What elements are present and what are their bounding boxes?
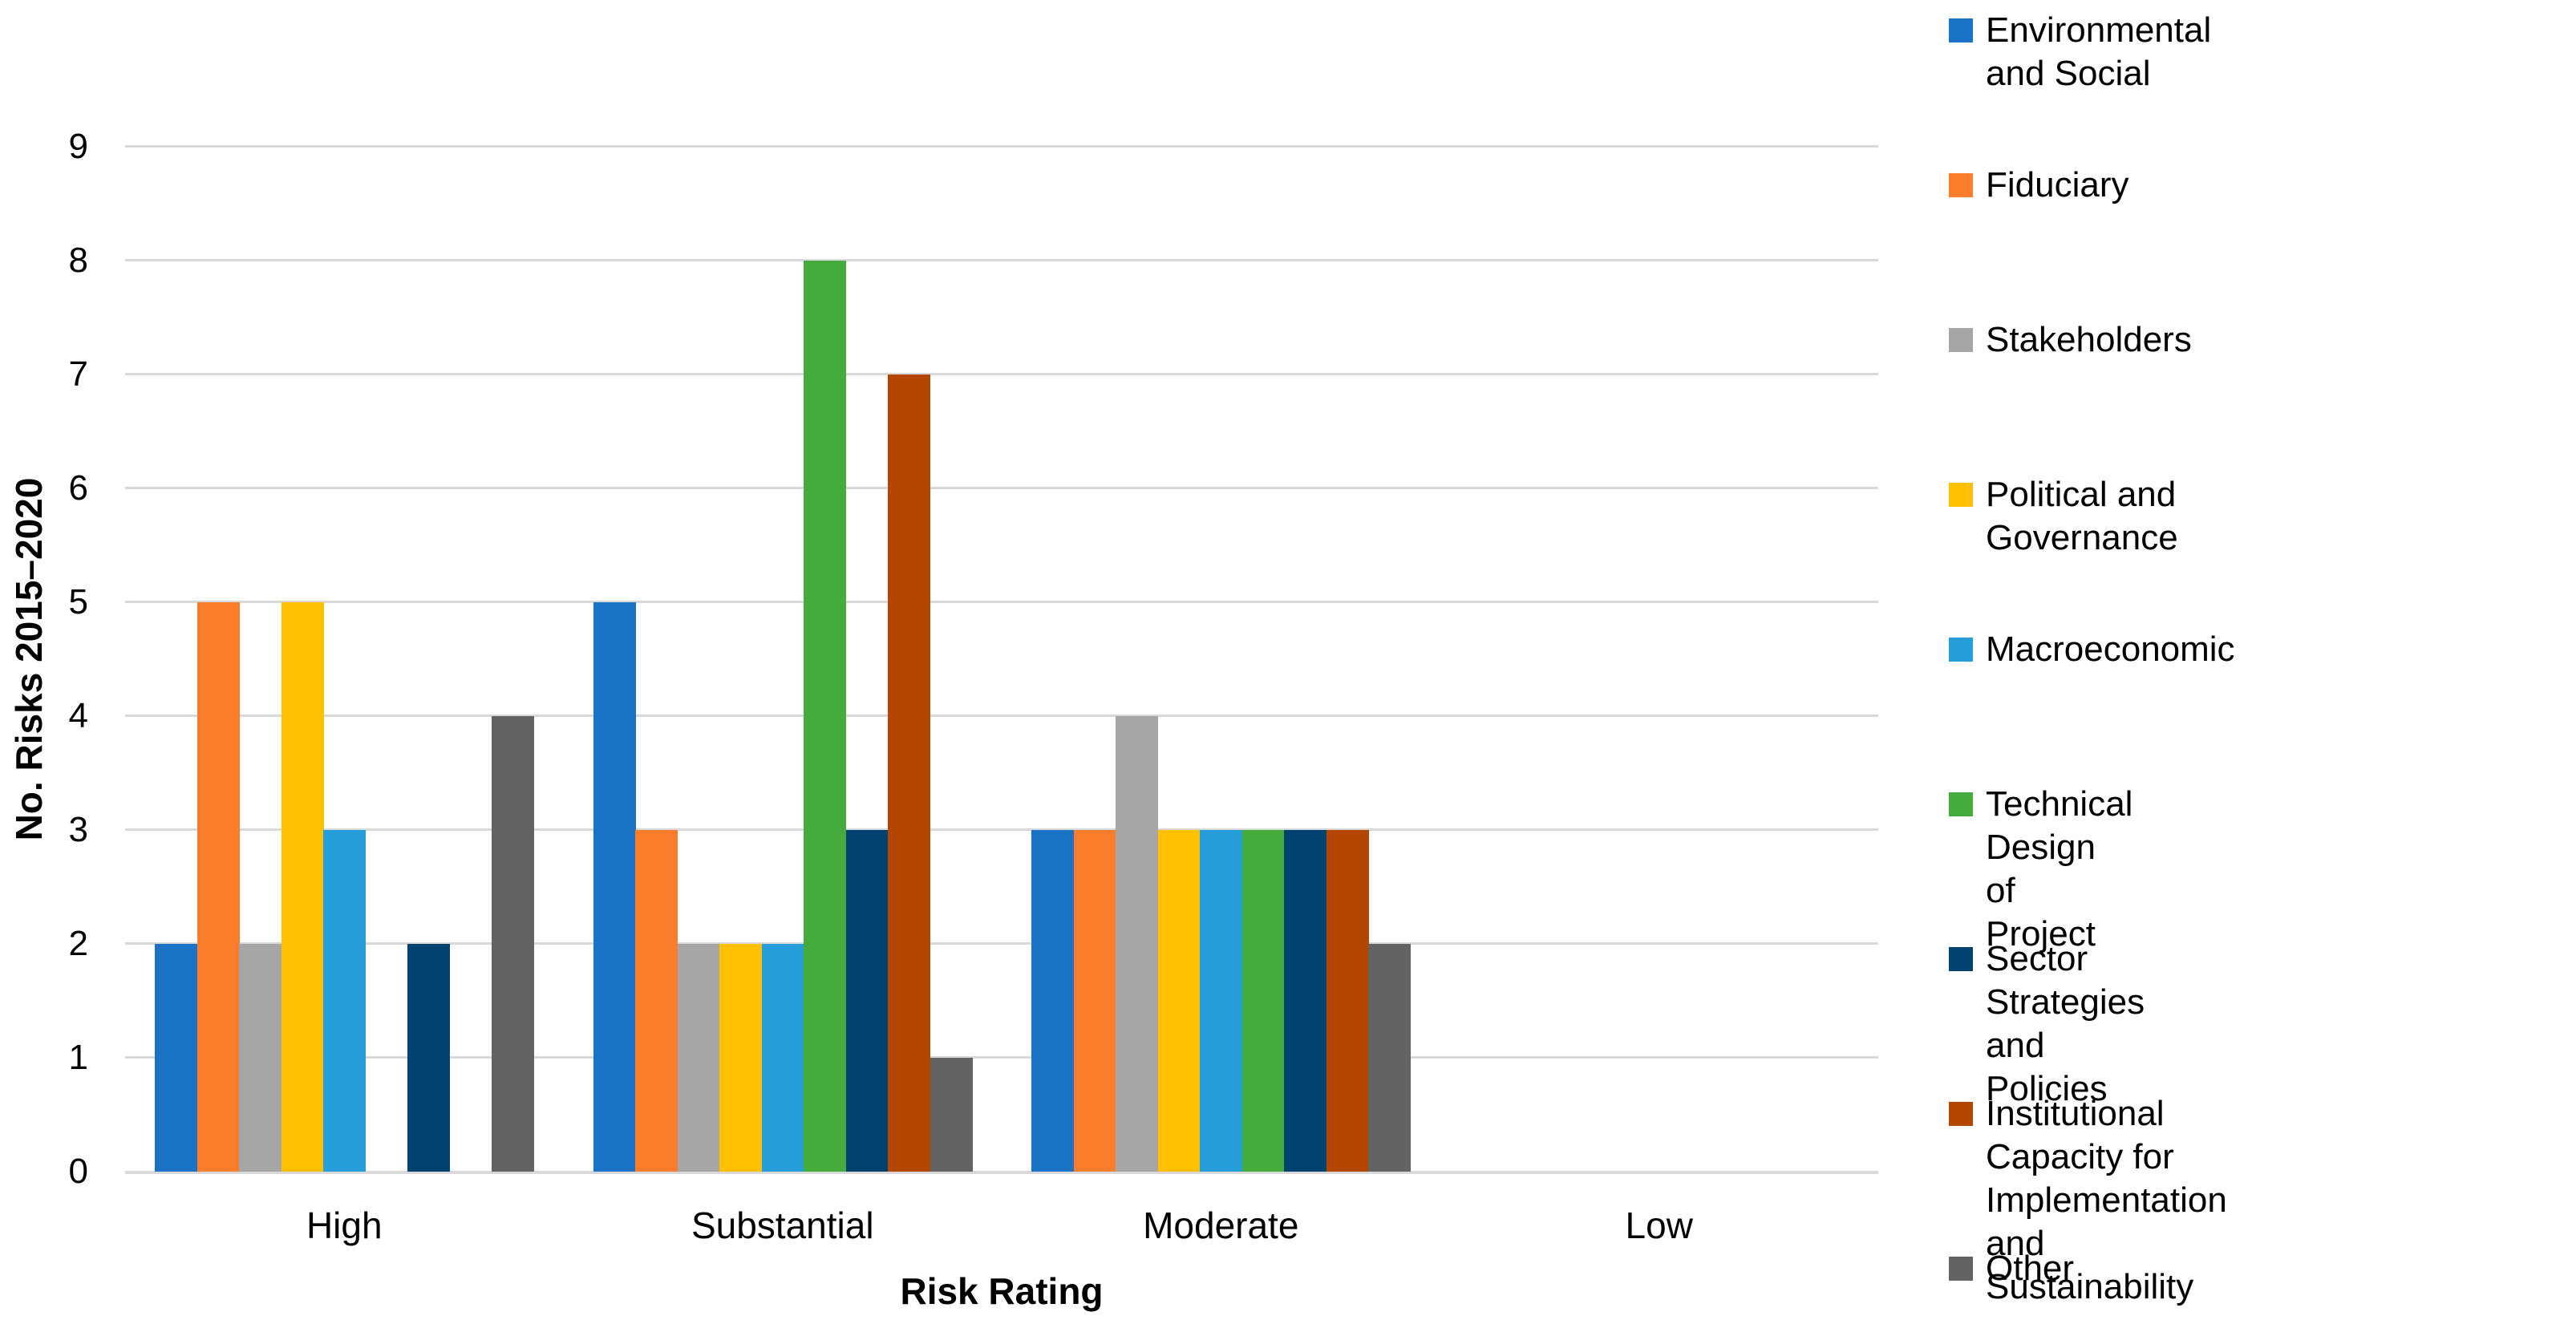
bar	[804, 261, 846, 1172]
legend-swatch	[1949, 18, 1973, 43]
bar	[1157, 830, 1201, 1172]
bar	[1200, 830, 1242, 1172]
gridline	[125, 1056, 1878, 1059]
y-tick-label: 1	[68, 1038, 88, 1077]
legend-item: Other	[1949, 1247, 2074, 1290]
bar	[196, 602, 240, 1172]
gridline	[125, 601, 1878, 603]
legend-item: Political and Governance	[1949, 473, 2178, 560]
bar	[492, 716, 534, 1172]
y-axis-title: No. Risks 2015–2020	[8, 477, 50, 841]
legend-item: Environmental and Social	[1949, 9, 2211, 95]
bar	[930, 1058, 973, 1172]
bar	[1368, 944, 1411, 1172]
legend-label: Technical Design of Project	[1986, 784, 2133, 954]
bar	[888, 375, 930, 1172]
legend-item: Institutional Capacity for Implementatio…	[1949, 1092, 2227, 1309]
gridline	[125, 715, 1878, 717]
bar	[155, 944, 197, 1172]
y-tick-label: 0	[68, 1152, 88, 1191]
bar	[1031, 830, 1074, 1172]
bar	[593, 602, 636, 1172]
gridline	[125, 487, 1878, 489]
legend-swatch	[1949, 638, 1973, 662]
y-tick-label: 5	[68, 582, 88, 622]
bar	[1284, 830, 1326, 1172]
gridline	[125, 1171, 1878, 1174]
legend-item: Stakeholders	[1949, 318, 2192, 362]
gridline	[125, 828, 1878, 831]
bar	[323, 830, 366, 1172]
legend-swatch	[1949, 1102, 1973, 1126]
bar	[761, 944, 804, 1172]
legend-swatch	[1949, 1257, 1973, 1281]
legend-swatch	[1949, 173, 1973, 197]
gridline	[125, 259, 1878, 261]
bar	[281, 602, 324, 1172]
y-tick-label: 3	[68, 810, 88, 849]
bar	[1116, 716, 1158, 1172]
bar	[1073, 830, 1116, 1172]
y-tick-label: 4	[68, 696, 88, 735]
y-tick-label: 9	[68, 127, 88, 166]
bar	[677, 944, 720, 1172]
legend-label: Sector Strategies and Policies	[1986, 939, 2145, 1108]
x-category-label: Low	[1625, 1205, 1693, 1246]
bar	[635, 830, 678, 1172]
bar	[407, 944, 450, 1172]
legend-swatch	[1949, 483, 1973, 507]
y-tick-label: 7	[68, 354, 88, 394]
legend-label: Institutional Capacity for Implementatio…	[1986, 1094, 2227, 1306]
legend-item: Fiduciary	[1949, 164, 2129, 207]
gridline	[125, 145, 1878, 148]
legend-label: Political and Governance	[1986, 475, 2178, 557]
legend-item: Sector Strategies and Policies	[1949, 937, 2145, 1111]
bar	[1241, 830, 1285, 1172]
legend-label: Other	[1986, 1249, 2075, 1288]
y-tick-label: 2	[68, 924, 88, 963]
bar	[845, 830, 889, 1172]
bar	[1326, 830, 1369, 1172]
bar	[719, 944, 762, 1172]
legend-label: Macroeconomic	[1986, 630, 2235, 669]
y-tick-label: 8	[68, 241, 88, 280]
legend-label: Stakeholders	[1986, 320, 2192, 359]
legend-item: Technical Design of Project	[1949, 783, 2132, 956]
legend-swatch	[1949, 328, 1973, 352]
legend-item: Macroeconomic	[1949, 628, 2235, 671]
x-category-label: Substantial	[691, 1205, 874, 1246]
legend-label: Environmental and Social	[1986, 10, 2212, 93]
x-category-label: Moderate	[1143, 1205, 1299, 1246]
bar	[239, 944, 281, 1172]
gridline	[125, 942, 1878, 945]
legend-swatch	[1949, 947, 1973, 971]
x-category-label: High	[306, 1205, 383, 1246]
gridline	[125, 373, 1878, 375]
y-tick-label: 6	[68, 468, 88, 508]
legend-label: Fiduciary	[1986, 165, 2129, 204]
legend-swatch	[1949, 792, 1973, 816]
x-axis-title: Risk Rating	[900, 1270, 1104, 1312]
